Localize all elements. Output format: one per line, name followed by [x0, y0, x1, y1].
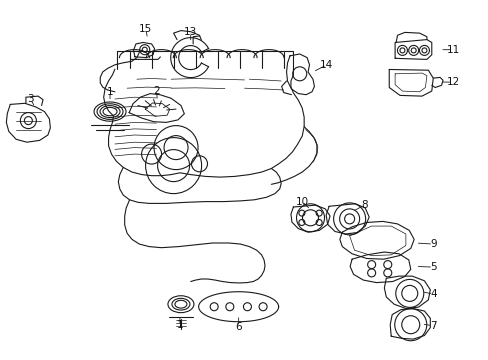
Text: 7: 7 — [429, 321, 436, 331]
Text: 15: 15 — [139, 24, 152, 34]
Text: 6: 6 — [235, 322, 242, 332]
Text: 11: 11 — [446, 45, 459, 55]
Text: 5: 5 — [429, 262, 436, 272]
Text: 3: 3 — [27, 94, 34, 104]
Text: 13: 13 — [183, 27, 197, 37]
Text: 1: 1 — [176, 320, 183, 330]
Text: 2: 2 — [153, 86, 160, 96]
Text: 8: 8 — [360, 200, 367, 210]
Text: 14: 14 — [319, 60, 333, 70]
Text: 4: 4 — [429, 289, 436, 299]
Text: 9: 9 — [429, 239, 436, 249]
Text: 12: 12 — [446, 77, 459, 87]
Text: 10: 10 — [295, 197, 308, 207]
Text: 1: 1 — [106, 87, 113, 97]
